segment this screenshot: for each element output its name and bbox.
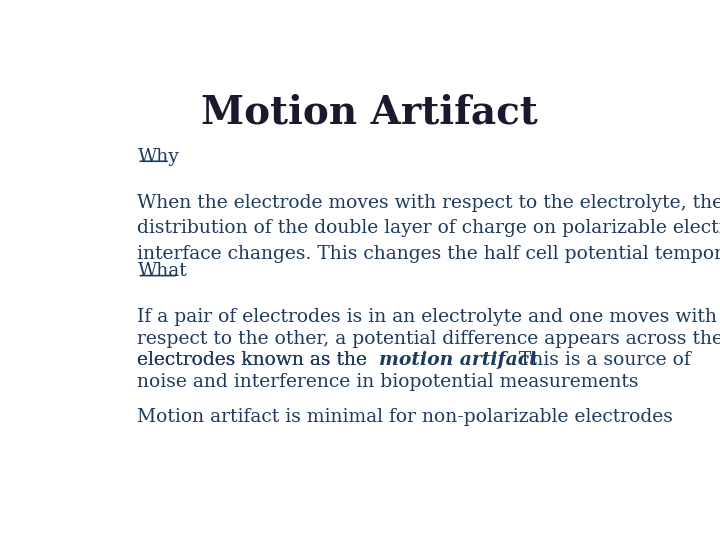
Text: What: What [138,262,187,280]
Text: If a pair of electrodes is in an electrolyte and one moves with: If a pair of electrodes is in an electro… [138,308,717,326]
Text: motion artifact: motion artifact [379,352,538,369]
Text: electrodes known as the: electrodes known as the [138,352,374,369]
Text: electrodes known as the: electrodes known as the [138,352,374,369]
Text: When the electrode moves with respect to the electrolyte, the
distribution of th: When the electrode moves with respect to… [138,194,720,263]
Text: Motion Artifact: Motion Artifact [201,94,537,132]
Text: Motion artifact is minimal for non-polarizable electrodes: Motion artifact is minimal for non-polar… [138,408,673,426]
Text: Why: Why [138,148,179,166]
Text: . This is a source of: . This is a source of [507,352,690,369]
Text: noise and interference in biopotential measurements: noise and interference in biopotential m… [138,373,639,391]
Text: respect to the other, a potential difference appears across the: respect to the other, a potential differ… [138,329,720,348]
